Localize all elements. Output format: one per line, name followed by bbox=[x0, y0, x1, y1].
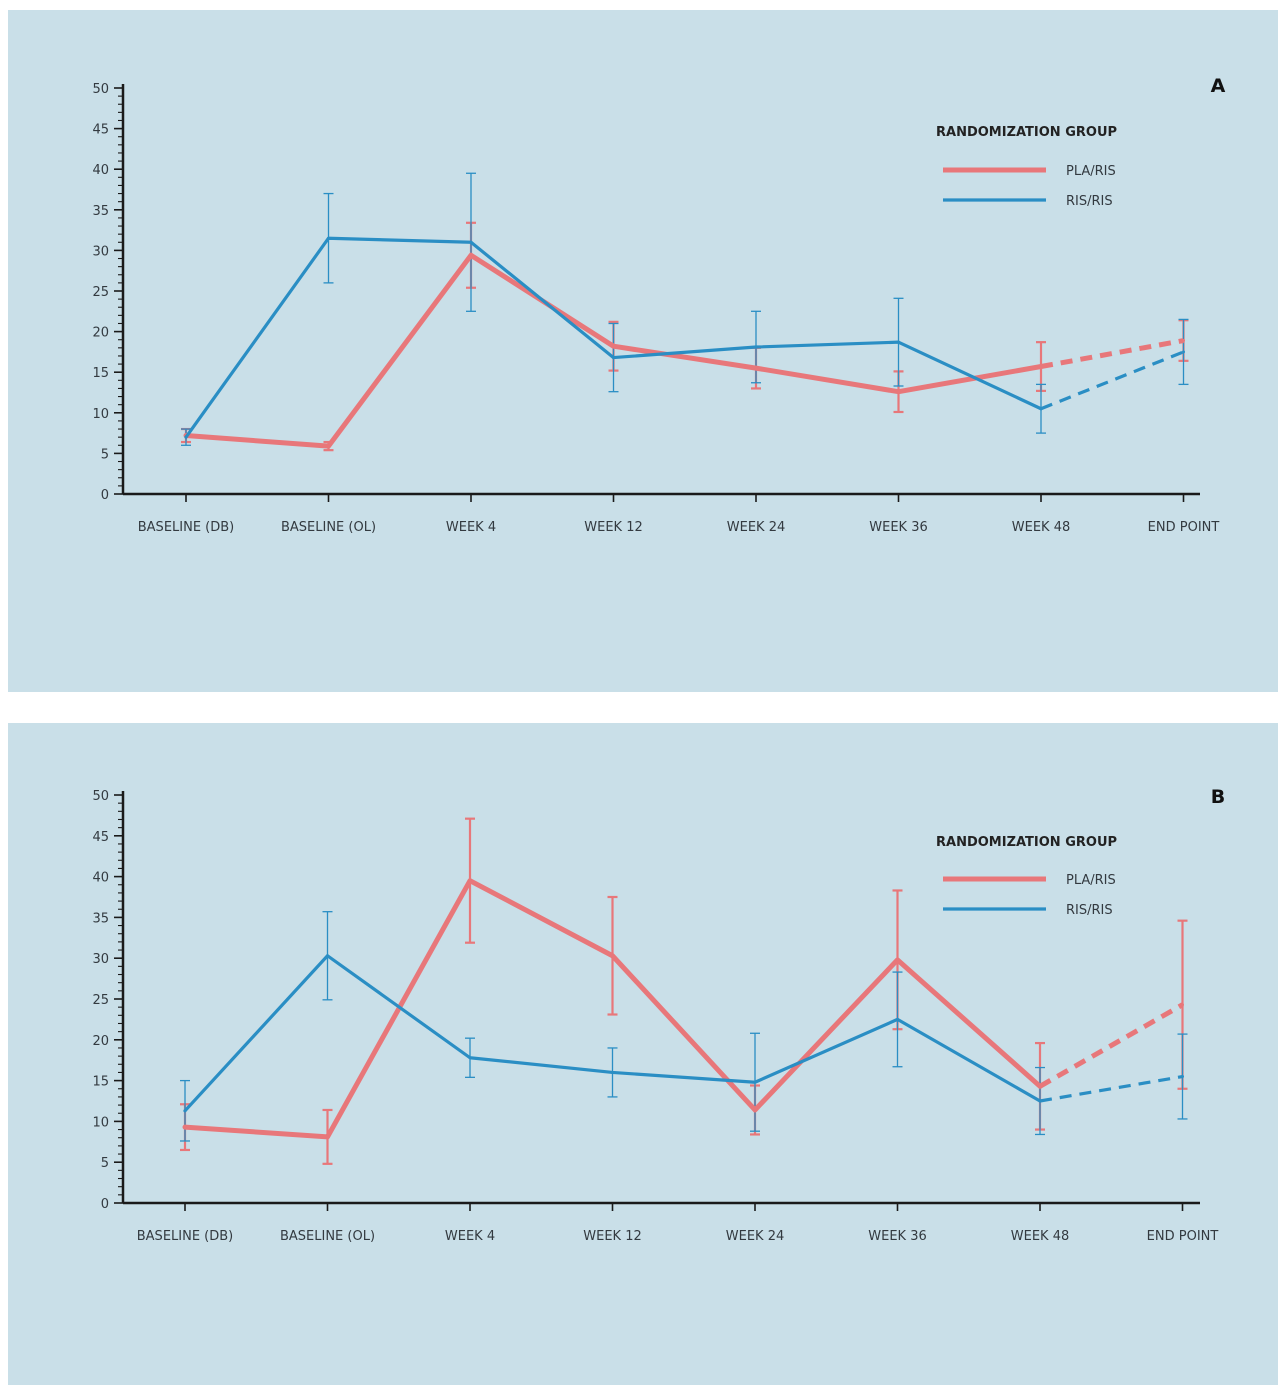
series-dashed-segment-ris-ris bbox=[1039, 1074, 1183, 1103]
x-tick-label: WEEK 24 bbox=[727, 520, 785, 535]
y-tick-label: 20 bbox=[92, 1034, 109, 1049]
y-tick-label: 30 bbox=[92, 952, 109, 967]
data-point bbox=[468, 1056, 472, 1060]
x-tick-label: WEEK 4 bbox=[446, 520, 496, 535]
legend-title: RANDOMIZATION GROUP bbox=[936, 835, 1117, 850]
data-point bbox=[612, 356, 615, 360]
data-point bbox=[897, 340, 900, 344]
data-point bbox=[1182, 350, 1185, 354]
x-tick-label: WEEK 12 bbox=[584, 520, 642, 535]
x-tick-label: WEEK 4 bbox=[445, 1229, 495, 1244]
data-point bbox=[612, 344, 615, 348]
data-point bbox=[469, 240, 473, 244]
series-dashed-segment-pla-ris bbox=[1038, 1002, 1184, 1089]
x-tick-label: BASELINE (DB) bbox=[138, 520, 235, 535]
y-tick-label: 5 bbox=[101, 447, 109, 462]
data-point bbox=[327, 236, 330, 240]
data-point bbox=[326, 954, 329, 958]
series-dashed-segment-pla-ris bbox=[1040, 338, 1184, 369]
y-tick-label: 35 bbox=[92, 911, 109, 926]
y-tick-label: 25 bbox=[92, 285, 109, 300]
legend-label: RIS/RIS bbox=[1066, 194, 1113, 209]
y-tick-label: 25 bbox=[92, 993, 109, 1008]
data-point bbox=[184, 435, 188, 439]
chart-panel-a: 0 5 10 15 20 25 30 35 40 45 50 BASELINE (DB) BASELIN… bbox=[8, 10, 1278, 692]
data-point bbox=[611, 954, 614, 958]
data-point bbox=[1181, 1075, 1184, 1079]
y-tick-label: 0 bbox=[101, 1197, 109, 1212]
data-point bbox=[183, 1109, 187, 1113]
legend-label: RIS/RIS bbox=[1066, 903, 1113, 918]
panel-label: B bbox=[1211, 786, 1225, 808]
x-tick-label: WEEK 24 bbox=[726, 1229, 784, 1244]
x-tick-label: WEEK 48 bbox=[1011, 1229, 1069, 1244]
data-point bbox=[1182, 339, 1185, 343]
data-point bbox=[469, 253, 473, 257]
y-tick-label: 50 bbox=[92, 789, 109, 804]
data-point bbox=[1039, 407, 1043, 411]
data-point bbox=[754, 345, 758, 349]
data-point bbox=[611, 1070, 614, 1074]
panel-label: A bbox=[1211, 75, 1226, 97]
y-tick-label: 50 bbox=[92, 82, 109, 97]
data-point bbox=[896, 958, 899, 962]
x-tick-label: BASELINE (OL) bbox=[280, 1229, 375, 1244]
data-point bbox=[468, 879, 472, 883]
chart-b-svg: 0 5 10 15 20 25 30 35 40 45 50 BASELINE (DB) BASELIN… bbox=[92, 786, 1225, 1244]
y-tick-label: 10 bbox=[92, 407, 109, 422]
x-tick-label: BASELINE (OL) bbox=[281, 520, 376, 535]
data-point bbox=[896, 1017, 899, 1021]
data-point bbox=[327, 444, 330, 448]
y-tick-label: 45 bbox=[92, 830, 109, 845]
y-tick-label: 20 bbox=[92, 326, 109, 341]
y-tick-label: 45 bbox=[92, 123, 109, 138]
data-point bbox=[183, 1125, 187, 1129]
y-tick-label: 15 bbox=[92, 1075, 109, 1090]
x-tick-label: BASELINE (DB) bbox=[137, 1229, 234, 1244]
y-tick-label: 15 bbox=[92, 366, 109, 381]
x-tick-label: WEEK 36 bbox=[869, 520, 927, 535]
data-point bbox=[897, 390, 900, 394]
legend-title: RANDOMIZATION GROUP bbox=[936, 125, 1117, 140]
data-point bbox=[753, 1080, 757, 1084]
series-dashed-segment-ris-ris bbox=[1040, 350, 1185, 411]
y-tick-label: 5 bbox=[101, 1156, 109, 1171]
chart-a-svg: 0 5 10 15 20 25 30 35 40 45 50 BASELINE (DB) BASELIN… bbox=[92, 75, 1226, 535]
x-tick-label: WEEK 12 bbox=[583, 1229, 641, 1244]
data-point bbox=[1039, 365, 1043, 369]
data-point bbox=[753, 1108, 757, 1112]
data-point bbox=[1181, 1003, 1184, 1007]
y-tick-label: 30 bbox=[92, 244, 109, 259]
x-tick-label: END POINT bbox=[1147, 1229, 1219, 1244]
x-tick-label: WEEK 48 bbox=[1012, 520, 1070, 535]
data-point bbox=[1038, 1099, 1042, 1103]
data-point bbox=[754, 366, 758, 370]
y-tick-label: 10 bbox=[92, 1115, 109, 1130]
y-tick-label: 35 bbox=[92, 204, 109, 219]
data-point bbox=[326, 1135, 329, 1139]
x-tick-label: WEEK 36 bbox=[868, 1229, 926, 1244]
chart-panel-b: 0 5 10 15 20 25 30 35 40 45 50 BASELINE (DB) BASELIN… bbox=[8, 723, 1278, 1385]
legend-label: PLA/RIS bbox=[1066, 164, 1116, 179]
data-point bbox=[1038, 1084, 1042, 1088]
legend-label: PLA/RIS bbox=[1066, 873, 1116, 888]
x-tick-label: END POINT bbox=[1148, 520, 1220, 535]
y-tick-label: 40 bbox=[92, 871, 109, 886]
y-tick-label: 0 bbox=[101, 488, 109, 503]
y-tick-label: 40 bbox=[92, 163, 109, 178]
